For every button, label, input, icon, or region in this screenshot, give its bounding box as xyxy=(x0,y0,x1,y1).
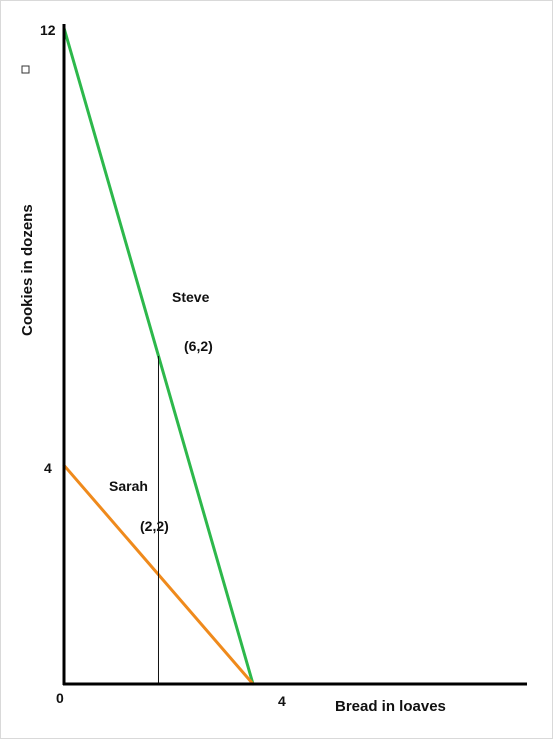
x-tick-label-4: 4 xyxy=(278,693,286,709)
x-axis-label: Bread in loaves xyxy=(335,698,446,715)
y-tick-label-12: 12 xyxy=(40,22,56,38)
small-square-icon xyxy=(21,65,30,74)
annotation-sarah: Sarah xyxy=(109,478,148,494)
y-tick-label-4: 4 xyxy=(44,460,52,476)
y-axis-label: Cookies in dozens xyxy=(19,204,36,336)
annotation-point-6-2: (6,2) xyxy=(184,338,213,354)
annotation-point-2-2: (2,2) xyxy=(140,518,169,534)
x-tick-label-0: 0 xyxy=(56,690,64,706)
annotation-steve: Steve xyxy=(172,289,210,305)
